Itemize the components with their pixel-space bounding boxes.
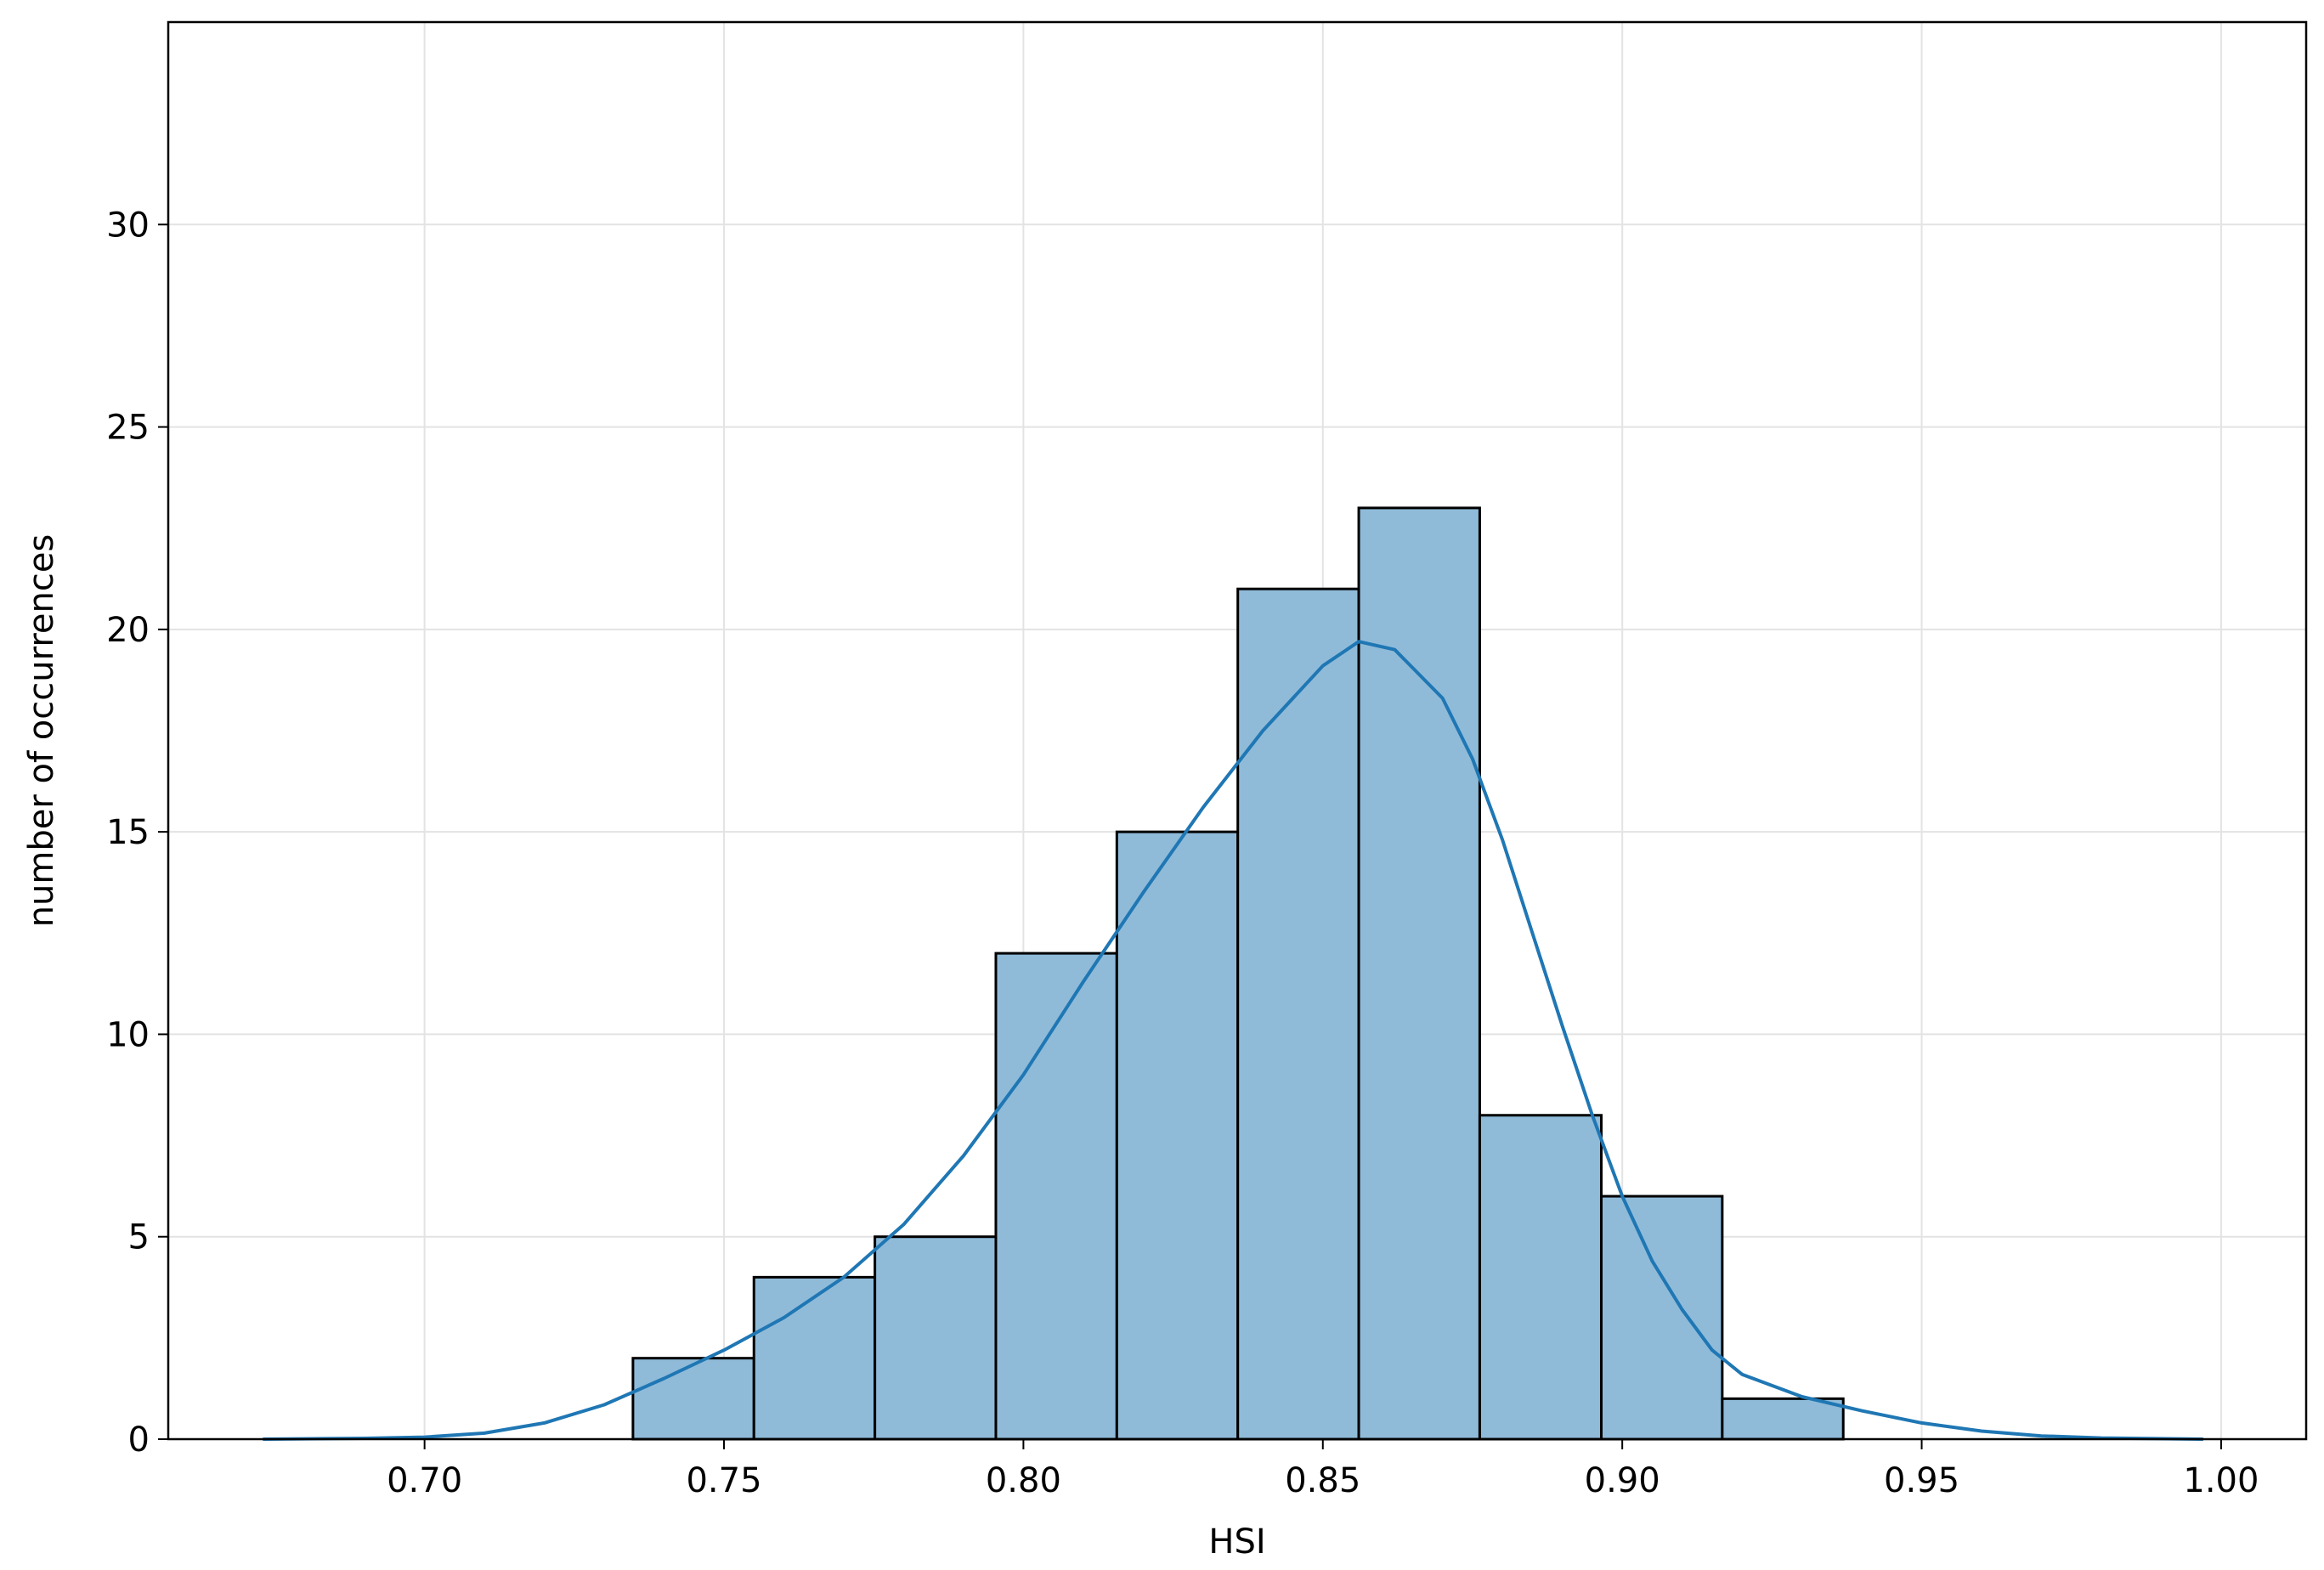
bar <box>631 1357 755 1441</box>
x-tick-label: 0.80 <box>986 1461 1061 1500</box>
bar <box>1478 1114 1603 1441</box>
x-tick-label: 0.95 <box>1884 1461 1959 1500</box>
y-tick-label: 15 <box>106 813 150 852</box>
y-tick-label: 30 <box>106 206 150 245</box>
kde-line <box>263 640 2203 1441</box>
bar <box>874 1235 998 1441</box>
plot-frame <box>167 20 2308 1441</box>
x-tick-label: 0.75 <box>686 1461 761 1500</box>
y-tick-label: 10 <box>106 1015 150 1054</box>
y-axis-label: number of occurrences <box>22 534 61 928</box>
x-tick-label: 0.70 <box>387 1461 462 1500</box>
x-tick-label: 0.85 <box>1285 1461 1360 1500</box>
y-tick-label: 25 <box>106 409 150 448</box>
x-tick-label: 1.00 <box>2183 1461 2259 1500</box>
bar <box>1236 587 1360 1441</box>
x-axis-label: HSI <box>1208 1522 1265 1562</box>
bar <box>752 1275 877 1441</box>
y-tick-label: 20 <box>106 611 150 650</box>
bar <box>1357 506 1481 1441</box>
bar <box>1115 830 1240 1441</box>
y-tick-label: 0 <box>128 1420 150 1460</box>
bar <box>994 952 1118 1441</box>
y-tick-label: 5 <box>128 1218 150 1257</box>
x-tick-label: 0.90 <box>1585 1461 1660 1500</box>
bar <box>1599 1194 1724 1441</box>
bar <box>1721 1397 1845 1441</box>
